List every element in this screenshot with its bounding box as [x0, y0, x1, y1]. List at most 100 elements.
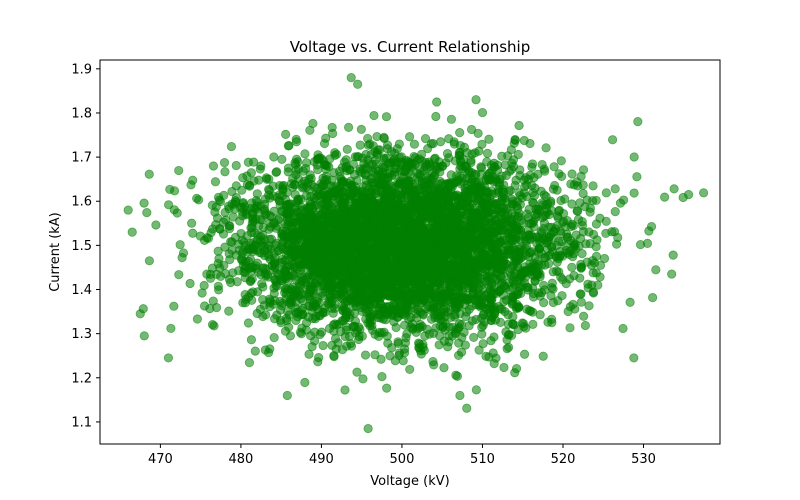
- scatter-point: [435, 137, 446, 147]
- scatter-point: [187, 218, 197, 228]
- scatter-point: [363, 209, 374, 219]
- scatter-point: [329, 168, 339, 178]
- scatter-point: [402, 161, 412, 172]
- scatter-point: [385, 203, 395, 214]
- scatter-point: [507, 199, 517, 209]
- scatter-point: [342, 144, 352, 154]
- scatter-point: [326, 235, 337, 245]
- scatter-point: [508, 155, 519, 165]
- scatter-point: [382, 383, 392, 393]
- scatter-point: [467, 208, 477, 218]
- scatter-point: [528, 319, 538, 329]
- scatter-point: [448, 212, 458, 222]
- scatter-point: [533, 288, 544, 298]
- scatter-point: [202, 269, 212, 279]
- scatter-point: [601, 188, 611, 198]
- scatter-point: [286, 179, 297, 189]
- scatter-point: [306, 331, 316, 341]
- scatter-point: [314, 310, 324, 321]
- scatter-point: [423, 144, 433, 154]
- scatter-point: [427, 263, 437, 274]
- scatter-point: [471, 385, 481, 395]
- scatter-point: [491, 244, 501, 254]
- scatter-point: [512, 299, 522, 310]
- scatter-point: [353, 151, 363, 162]
- scatter-point: [392, 251, 402, 261]
- scatter-point: [446, 114, 457, 124]
- scatter-point: [273, 246, 283, 256]
- scatter-point: [487, 166, 497, 176]
- scatter-point: [340, 385, 350, 395]
- scatter-point: [282, 315, 292, 326]
- scatter-point: [629, 188, 639, 198]
- scatter-point: [243, 318, 254, 328]
- scatter-point: [489, 332, 499, 342]
- scatter-point: [151, 220, 161, 230]
- scatter-point: [539, 298, 549, 308]
- scatter-point: [366, 227, 377, 237]
- scatter-point: [469, 332, 479, 343]
- scatter-point: [387, 244, 397, 254]
- scatter-point: [210, 177, 221, 187]
- scatter-point: [245, 254, 256, 265]
- scatter-point: [466, 177, 476, 188]
- scatter-point: [565, 323, 575, 333]
- scatter-point: [320, 175, 330, 185]
- scatter-point: [588, 255, 598, 266]
- scatter-point: [277, 154, 287, 164]
- scatter-point: [240, 273, 250, 283]
- scatter-point: [415, 254, 426, 264]
- scatter-point: [213, 246, 223, 256]
- scatter-point: [370, 277, 380, 287]
- scatter-point: [514, 250, 524, 260]
- scatter-point: [258, 295, 268, 305]
- scatter-point: [342, 296, 352, 307]
- scatter-point: [501, 170, 511, 181]
- scatter-point: [409, 241, 419, 251]
- scatter-point: [281, 129, 291, 139]
- scatter-point: [451, 370, 461, 380]
- scatter-point: [236, 228, 246, 239]
- scatter-point: [246, 223, 256, 233]
- scatter-point: [408, 324, 418, 334]
- scatter-point: [425, 161, 436, 171]
- scatter-point: [508, 293, 518, 303]
- scatter-point: [635, 239, 646, 250]
- scatter-point: [261, 310, 271, 320]
- scatter-point: [169, 301, 179, 311]
- scatter-point: [224, 249, 234, 259]
- scatter-point: [252, 308, 262, 319]
- scatter-point: [298, 244, 309, 254]
- scatter-point: [585, 203, 596, 213]
- scatter-point: [404, 132, 415, 142]
- scatter-point: [660, 192, 670, 202]
- scatter-point: [573, 206, 583, 216]
- scatter-point: [400, 297, 410, 307]
- scatter-point: [484, 237, 494, 247]
- scatter-point: [567, 169, 577, 179]
- scatter-point: [478, 310, 488, 320]
- scatter-point: [527, 247, 537, 257]
- scatter-point: [508, 312, 518, 322]
- scatter-point: [510, 211, 520, 221]
- scatter-point: [436, 235, 446, 245]
- scatter-point: [335, 195, 345, 205]
- scatter-point: [172, 208, 182, 218]
- scatter-point: [477, 248, 487, 258]
- scatter-point: [283, 167, 293, 177]
- scatter-point: [415, 220, 425, 230]
- scatter-point: [582, 195, 592, 205]
- scatter-point: [379, 133, 389, 144]
- scatter-point: [484, 134, 494, 144]
- scatter-point: [174, 270, 184, 280]
- scatter-point: [431, 276, 441, 286]
- scatter-point: [556, 156, 566, 166]
- scatter-point: [296, 269, 306, 280]
- scatter-point: [330, 148, 340, 158]
- scatter-point: [435, 253, 445, 264]
- scatter-point: [139, 198, 149, 208]
- scatter-point: [416, 307, 426, 318]
- scatter-point: [481, 203, 491, 213]
- scatter-point: [438, 316, 448, 326]
- scatter-point: [142, 207, 152, 218]
